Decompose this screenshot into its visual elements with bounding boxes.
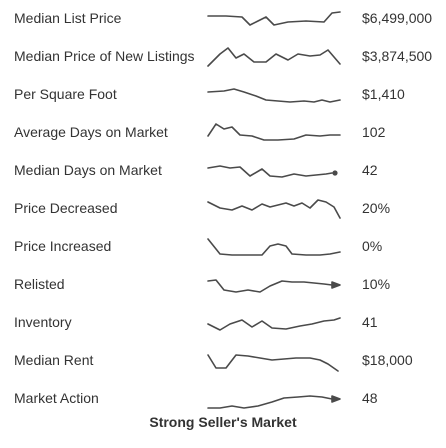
stat-value: $3,874,500 xyxy=(362,48,433,64)
stat-row-average-days-on-market: Average Days on Market 102 xyxy=(0,114,446,152)
stat-label: Average Days on Market xyxy=(14,124,168,140)
stat-value: 10% xyxy=(362,276,391,292)
stat-value: 20% xyxy=(362,200,391,216)
stat-row-per-square-foot: Per Square Foot $1,410 xyxy=(0,76,446,114)
per-square-foot-sparkline xyxy=(207,88,341,103)
average-days-on-market-sparkline xyxy=(207,123,341,141)
relisted-sparkline xyxy=(207,279,341,293)
stat-label: Price Decreased xyxy=(14,200,118,216)
stat-label: Market Action xyxy=(14,390,99,406)
stat-value: 0% xyxy=(362,238,383,254)
stat-row-median-price-new-listings: Median Price of New Listings $3,874,500 xyxy=(0,38,446,76)
median-price-new-listings-sparkline xyxy=(207,47,341,67)
stat-value: $18,000 xyxy=(362,352,413,368)
stat-label: Median List Price xyxy=(14,10,122,26)
stat-value: 102 xyxy=(362,124,386,140)
inventory-sparkline xyxy=(207,317,341,331)
stat-value: 42 xyxy=(362,162,378,178)
stat-value: 41 xyxy=(362,314,378,330)
stat-row-median-days-on-market: Median Days on Market 42 xyxy=(0,152,446,190)
stat-label: Per Square Foot xyxy=(14,86,117,102)
market-action-sparkline xyxy=(207,395,341,409)
stat-label: Median Days on Market xyxy=(14,162,162,178)
stat-label: Median Rent xyxy=(14,352,94,368)
stat-label: Relisted xyxy=(14,276,65,292)
stat-value: 48 xyxy=(362,390,378,406)
stat-row-price-decreased: Price Decreased 20% xyxy=(0,190,446,228)
price-decreased-sparkline xyxy=(207,199,341,219)
median-rent-sparkline xyxy=(207,354,339,372)
stat-row-inventory: Inventory 41 xyxy=(0,304,446,342)
stat-row-median-list-price: Median List Price $6,499,000 xyxy=(0,0,446,38)
price-increased-sparkline xyxy=(207,238,341,256)
stat-row-price-increased: Price Increased 0% xyxy=(0,228,446,266)
stat-row-market-action: Market Action 48 xyxy=(0,380,446,418)
stat-row-median-rent: Median Rent $18,000 xyxy=(0,342,446,380)
stat-label: Median Price of New Listings xyxy=(14,48,195,64)
median-list-price-sparkline xyxy=(207,11,341,26)
median-days-on-market-sparkline xyxy=(207,165,338,178)
stat-value: $6,499,000 xyxy=(362,10,433,26)
stat-row-relisted: Relisted 10% xyxy=(0,266,446,304)
stat-value: $1,410 xyxy=(362,86,405,102)
stat-label: Inventory xyxy=(14,314,72,330)
market-summary: Strong Seller's Market xyxy=(149,414,297,430)
stat-label: Price Increased xyxy=(14,238,112,254)
